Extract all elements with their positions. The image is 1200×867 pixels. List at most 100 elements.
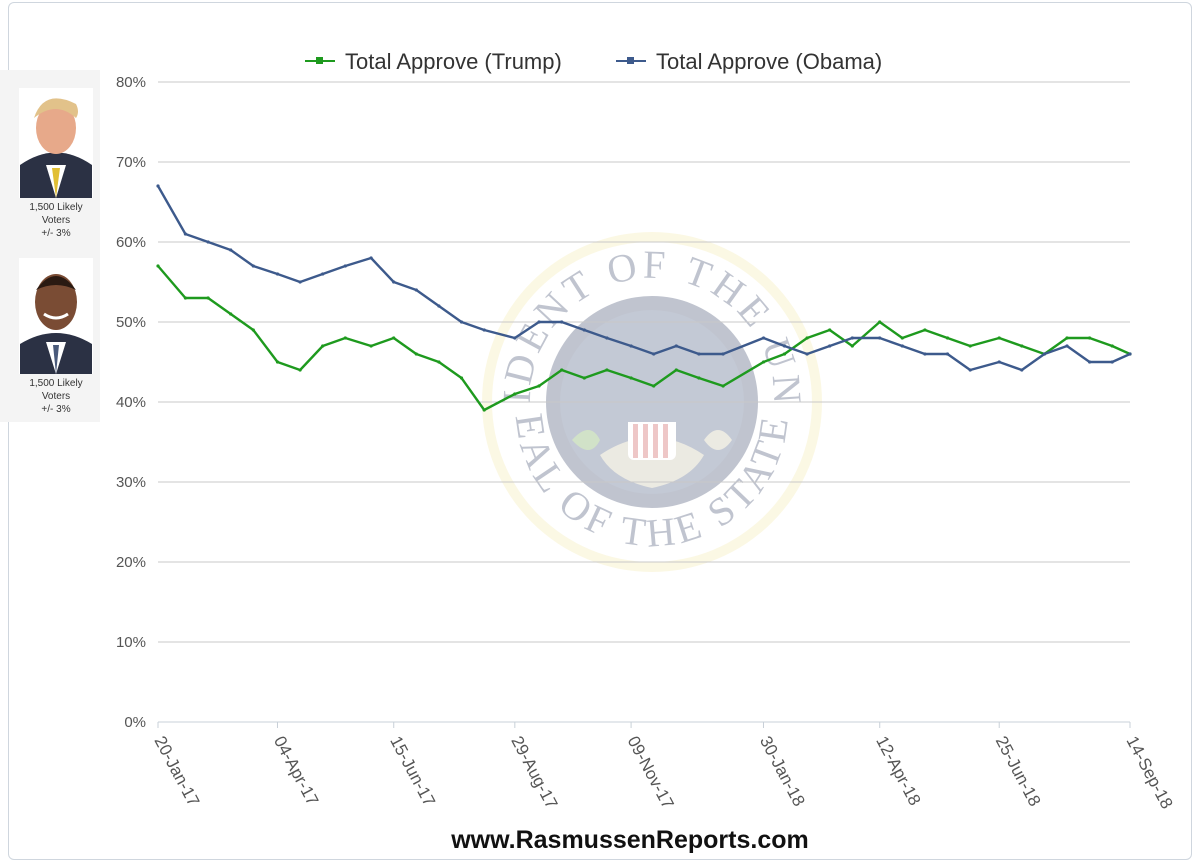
data-point-trump[interactable] <box>805 336 809 340</box>
series-line-obama[interactable] <box>156 185 1131 372</box>
data-point-obama[interactable] <box>782 344 787 348</box>
data-point-obama[interactable] <box>761 336 766 340</box>
data-point-obama[interactable] <box>1088 360 1092 364</box>
data-point-trump[interactable] <box>652 384 656 388</box>
data-point-trump[interactable] <box>923 328 927 332</box>
data-point-trump[interactable] <box>1110 344 1114 348</box>
data-point-obama[interactable] <box>968 368 972 372</box>
data-point-obama[interactable] <box>828 344 832 348</box>
data-point-trump[interactable] <box>878 320 882 324</box>
footer-website[interactable]: www.RasmussenReports.com <box>450 826 809 854</box>
obama-portrait <box>19 258 93 374</box>
data-point-trump[interactable] <box>298 368 302 372</box>
x-axis-ticks: 20-Jan-17 04-Apr-17 15-Jun-17 29-Aug-17 09-N… <box>150 722 1177 812</box>
data-point-trump[interactable] <box>968 344 972 348</box>
data-point-trump[interactable] <box>828 328 832 332</box>
data-point-obama[interactable] <box>900 344 904 348</box>
data-point-obama[interactable] <box>805 352 809 356</box>
data-point-obama[interactable] <box>275 272 280 276</box>
data-point-trump[interactable] <box>697 376 701 380</box>
data-point-obama[interactable] <box>482 328 486 332</box>
data-point-obama[interactable] <box>850 336 854 340</box>
data-point-trump[interactable] <box>392 336 396 340</box>
data-point-obama[interactable] <box>459 320 464 324</box>
data-point-trump[interactable] <box>513 392 517 396</box>
data-point-obama[interactable] <box>343 264 347 268</box>
data-point-obama[interactable] <box>1065 344 1069 348</box>
legend-marker-obama <box>627 57 634 64</box>
data-point-trump[interactable] <box>1088 336 1092 340</box>
data-point-obama[interactable] <box>945 352 950 356</box>
data-point-trump[interactable] <box>183 296 187 300</box>
data-point-obama[interactable] <box>582 328 586 332</box>
data-point-obama[interactable] <box>437 304 441 308</box>
data-point-trump[interactable] <box>782 352 787 356</box>
trump-caption-line-3: +/- 3% <box>41 228 70 239</box>
data-point-obama[interactable] <box>183 232 187 236</box>
data-point-trump[interactable] <box>437 360 441 364</box>
data-point-trump[interactable] <box>275 360 280 364</box>
data-point-trump[interactable] <box>206 296 210 300</box>
obama-caption-line-2: Voters <box>42 391 70 402</box>
data-point-trump[interactable] <box>459 376 464 380</box>
data-point-obama[interactable] <box>697 352 701 356</box>
data-point-obama[interactable] <box>878 336 882 340</box>
data-point-obama[interactable] <box>652 352 656 356</box>
data-point-trump[interactable] <box>582 376 586 380</box>
data-point-obama[interactable] <box>721 352 725 356</box>
x-tick-label: 29-Aug-17 <box>507 733 561 812</box>
data-point-obama[interactable] <box>369 256 373 260</box>
data-point-trump[interactable] <box>674 368 678 372</box>
data-point-trump[interactable] <box>560 368 564 372</box>
data-point-obama[interactable] <box>605 336 609 340</box>
data-point-trump[interactable] <box>629 376 633 380</box>
x-tick-label: 15-Jun-17 <box>386 733 439 810</box>
data-point-obama[interactable] <box>298 280 302 284</box>
data-point-obama[interactable] <box>560 320 564 324</box>
data-point-trump[interactable] <box>945 336 950 340</box>
data-point-trump[interactable] <box>229 312 233 316</box>
data-point-obama[interactable] <box>1042 352 1046 356</box>
data-point-obama[interactable] <box>251 264 255 268</box>
data-point-trump[interactable] <box>605 368 609 372</box>
y-tick-label: 30% <box>116 474 146 491</box>
data-point-obama[interactable] <box>229 248 233 252</box>
data-point-trump[interactable] <box>482 408 486 412</box>
x-tick-label: 30-Jan-18 <box>756 733 809 810</box>
data-point-obama[interactable] <box>206 240 210 244</box>
data-point-trump[interactable] <box>537 384 541 388</box>
data-point-trump[interactable] <box>414 352 418 356</box>
data-point-trump[interactable] <box>850 344 854 348</box>
data-point-trump[interactable] <box>997 336 1001 340</box>
data-point-obama[interactable] <box>997 360 1001 364</box>
legend-item-obama[interactable]: Total Approve (Obama) <box>616 49 882 74</box>
data-point-trump[interactable] <box>761 360 766 364</box>
side-panel: 1,500 Likely Voters +/- 3% 1,500 Likely … <box>0 70 100 422</box>
data-point-trump[interactable] <box>369 344 373 348</box>
data-point-trump[interactable] <box>721 384 725 388</box>
data-point-trump[interactable] <box>251 328 255 332</box>
data-point-trump[interactable] <box>156 264 160 268</box>
data-point-obama[interactable] <box>537 320 541 324</box>
data-point-obama[interactable] <box>923 352 927 356</box>
x-tick-label: 14-Sep-18 <box>1122 733 1176 812</box>
data-point-obama[interactable] <box>392 280 396 284</box>
data-point-obama[interactable] <box>513 336 517 340</box>
data-point-trump[interactable] <box>900 336 904 340</box>
data-point-trump[interactable] <box>321 344 325 348</box>
data-point-obama[interactable] <box>414 288 418 292</box>
data-point-obama[interactable] <box>1128 352 1132 356</box>
data-point-obama[interactable] <box>321 272 325 276</box>
data-point-obama[interactable] <box>1110 360 1114 364</box>
legend-marker-trump <box>316 57 323 64</box>
y-tick-label: 60% <box>116 234 146 251</box>
legend-item-trump[interactable]: Total Approve (Trump) <box>305 49 562 74</box>
data-point-trump[interactable] <box>343 336 347 340</box>
data-point-obama[interactable] <box>1020 368 1024 372</box>
data-point-trump[interactable] <box>1020 344 1024 348</box>
series-line-trump[interactable] <box>157 265 1131 412</box>
data-point-trump[interactable] <box>1065 336 1069 340</box>
data-point-obama[interactable] <box>629 344 633 348</box>
data-point-obama[interactable] <box>674 344 678 348</box>
data-point-obama[interactable] <box>156 184 160 188</box>
